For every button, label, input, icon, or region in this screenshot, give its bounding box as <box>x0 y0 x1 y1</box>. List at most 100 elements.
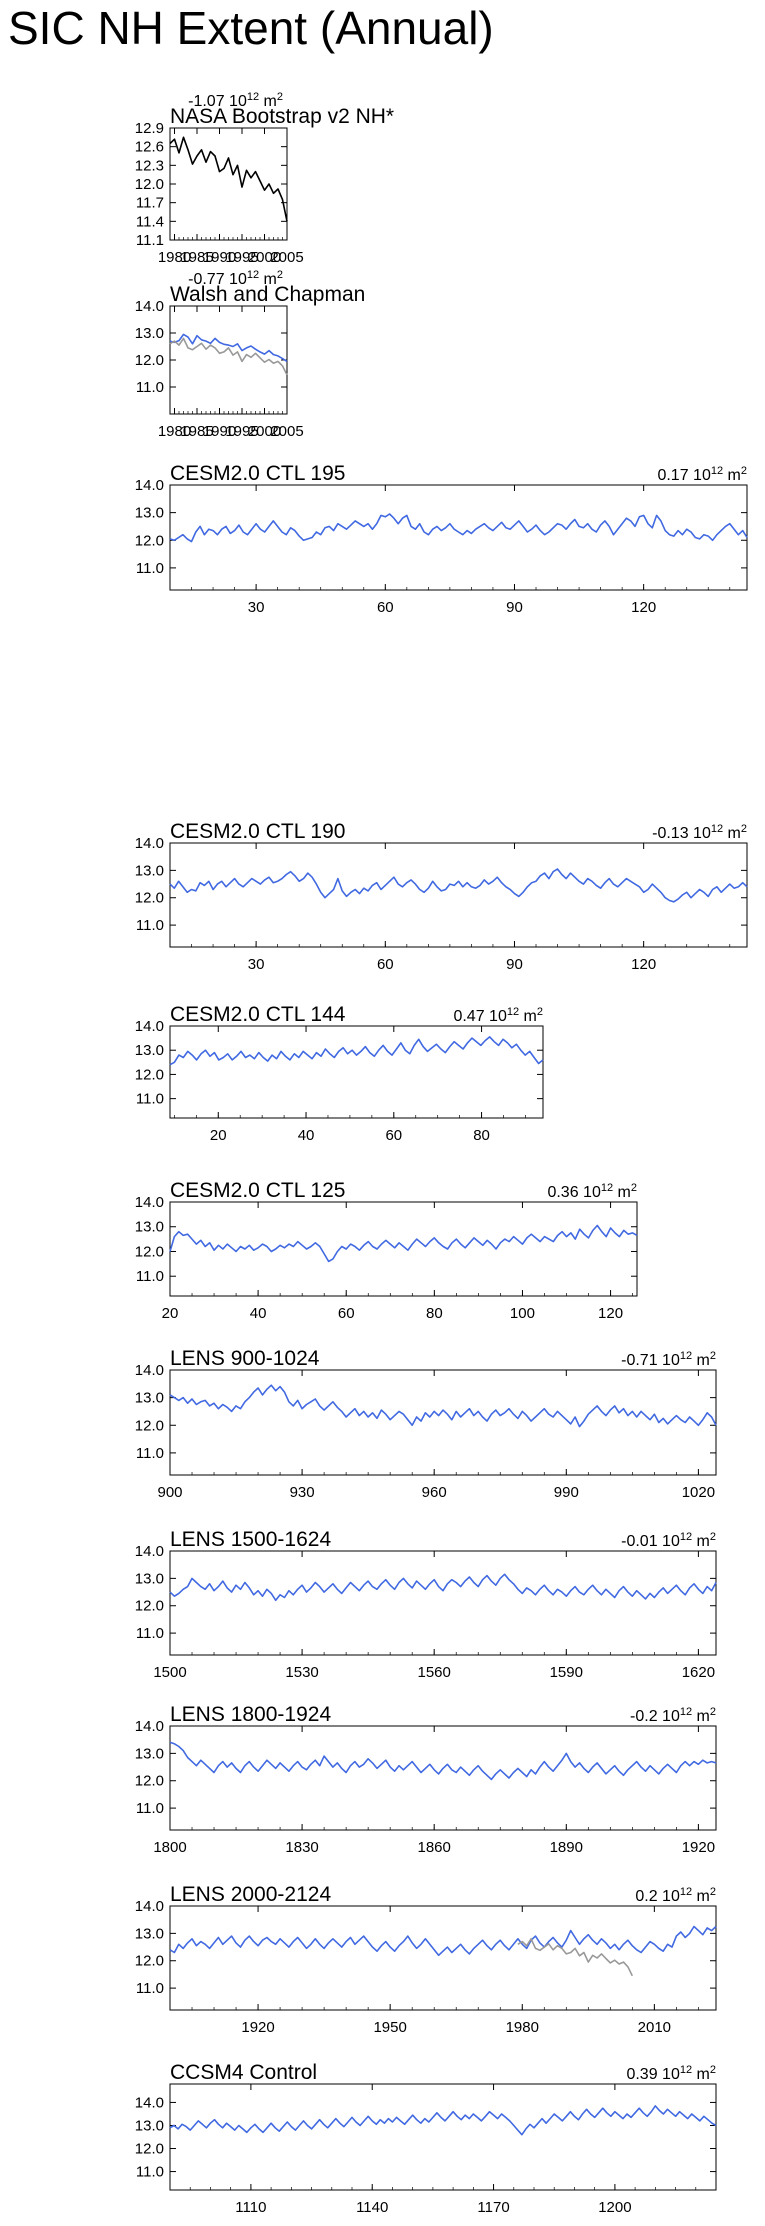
xtick-label-8: 1860 <box>418 1839 451 1856</box>
ytick-label-10: 12.0 <box>135 2141 164 2158</box>
ytick-label-5: 13.0 <box>135 1219 164 1236</box>
panel-title-4: CESM2.0 CTL 144 <box>170 1003 346 1026</box>
panel-trend-10: 0.39 1012 m2 <box>626 2064 716 2083</box>
panel-trend-7: -0.01 1012 m2 <box>621 1531 716 1550</box>
xtick-label-1: 1980 <box>158 423 191 440</box>
xtick-label-7: 1590 <box>550 1664 583 1681</box>
ytick-label-7: 14.0 <box>135 1543 164 1560</box>
xtick-label-8: 1920 <box>682 1839 715 1856</box>
ytick-label-2: 13.0 <box>135 505 164 522</box>
ytick-label-6: 14.0 <box>135 1362 164 1379</box>
series-line-9-1 <box>517 1938 634 1977</box>
series-line-9-0 <box>169 1925 717 1957</box>
ytick-label-0: 11.7 <box>136 195 164 212</box>
panel-frame-8 <box>169 1725 717 1831</box>
xtick-label-9: 2010 <box>638 2019 671 2036</box>
ytick-label-10: 14.0 <box>135 2094 164 2111</box>
xtick-label-9: 1950 <box>373 2019 406 2036</box>
ytick-label-0: 12.3 <box>135 157 164 174</box>
series-line-1-0 <box>169 333 288 363</box>
series-line-6-0 <box>169 1384 717 1428</box>
xtick-label-0: 1980 <box>158 249 191 266</box>
ytick-label-0: 11.1 <box>136 232 164 249</box>
series-line-2-0 <box>169 513 748 543</box>
xtick-label-0: 2000 <box>248 249 281 266</box>
ytick-label-8: 14.0 <box>135 1718 164 1735</box>
panel-trend-1: -0.77 1012 m2 <box>188 269 283 288</box>
xtick-label-8: 1800 <box>153 1839 186 1856</box>
ytick-label-1: 12.0 <box>135 352 164 369</box>
panel-trend-0: -1.07 1012 m2 <box>188 91 283 110</box>
panel-title-1: Walsh and Chapman <box>170 283 365 306</box>
xtick-label-8: 1830 <box>285 1839 318 1856</box>
xtick-label-4: 20 <box>210 1127 227 1144</box>
ytick-label-5: 11.0 <box>136 1268 164 1285</box>
xtick-label-3: 120 <box>631 956 656 973</box>
series-line-5-0 <box>169 1224 638 1263</box>
ytick-label-1: 13.0 <box>135 325 164 342</box>
panel-trend-8: -0.2 1012 m2 <box>630 1706 716 1725</box>
xtick-label-2: 120 <box>631 599 656 616</box>
xtick-label-3: 30 <box>248 956 265 973</box>
xtick-label-4: 40 <box>298 1127 315 1144</box>
xtick-label-0: 1985 <box>180 249 213 266</box>
panel-trend-9: 0.2 1012 m2 <box>635 1886 716 1905</box>
ytick-label-6: 13.0 <box>135 1390 164 1407</box>
panel-frame-10 <box>169 2083 717 2191</box>
xtick-label-0: 1990 <box>203 249 236 266</box>
xtick-label-5: 60 <box>338 1305 355 1322</box>
xtick-label-6: 960 <box>422 1484 447 1501</box>
ytick-label-4: 13.0 <box>135 1042 164 1059</box>
xtick-label-5: 20 <box>162 1305 179 1322</box>
panel-frame-2 <box>169 484 748 591</box>
ytick-label-8: 11.0 <box>136 1800 164 1817</box>
xtick-label-1: 1990 <box>203 423 236 440</box>
xtick-label-1: 1995 <box>225 423 258 440</box>
ytick-label-0: 12.6 <box>135 139 164 156</box>
panel-title-7: LENS 1500-1624 <box>170 1528 331 1551</box>
series-line-4-0 <box>169 1036 544 1066</box>
series-line-10-0 <box>169 2105 717 2136</box>
ytick-label-10: 11.0 <box>136 2164 164 2181</box>
ytick-label-9: 12.0 <box>135 1953 164 1970</box>
ytick-label-3: 13.0 <box>135 862 164 879</box>
panel-trend-3: -0.13 1012 m2 <box>652 823 747 842</box>
xtick-label-1: 1985 <box>180 423 213 440</box>
ytick-label-8: 13.0 <box>135 1745 164 1762</box>
series-line-0-0 <box>169 136 288 222</box>
ytick-label-6: 11.0 <box>136 1445 164 1462</box>
ytick-label-4: 14.0 <box>135 1018 164 1035</box>
xtick-label-0: 1995 <box>225 249 258 266</box>
ytick-label-2: 11.0 <box>136 560 164 577</box>
xtick-label-4: 60 <box>385 1127 402 1144</box>
ytick-label-3: 14.0 <box>135 835 164 852</box>
ytick-label-2: 12.0 <box>135 532 164 549</box>
series-line-3-0 <box>169 868 748 903</box>
xtick-label-5: 40 <box>250 1305 267 1322</box>
ytick-label-5: 12.0 <box>135 1243 164 1260</box>
xtick-label-6: 990 <box>554 1484 579 1501</box>
xtick-label-6: 900 <box>157 1484 182 1501</box>
panel-frame-9 <box>169 1905 717 2011</box>
ytick-label-10: 13.0 <box>135 2117 164 2134</box>
xtick-label-3: 90 <box>506 956 523 973</box>
xtick-label-2: 90 <box>506 599 523 616</box>
panel-frame-7 <box>169 1550 717 1656</box>
xtick-label-1: 2005 <box>270 423 303 440</box>
ytick-label-1: 11.0 <box>136 379 164 396</box>
xtick-label-10: 1140 <box>356 2199 388 2216</box>
series-line-1-1 <box>169 337 288 376</box>
ytick-label-0: 11.4 <box>136 213 164 230</box>
ytick-label-5: 14.0 <box>135 1194 164 1211</box>
xtick-label-7: 1500 <box>153 1664 186 1681</box>
ytick-label-8: 12.0 <box>135 1773 164 1790</box>
xtick-label-10: 1200 <box>598 2199 631 2216</box>
ytick-label-1: 14.0 <box>135 298 164 315</box>
xtick-label-10: 1110 <box>235 2199 266 2216</box>
panel-trend-4: 0.47 1012 m2 <box>453 1006 543 1025</box>
series-line-8-0 <box>169 1741 717 1781</box>
panel-title-3: CESM2.0 CTL 190 <box>170 820 345 843</box>
ytick-label-9: 14.0 <box>135 1898 164 1915</box>
panel-trend-2: 0.17 1012 m2 <box>657 465 747 484</box>
